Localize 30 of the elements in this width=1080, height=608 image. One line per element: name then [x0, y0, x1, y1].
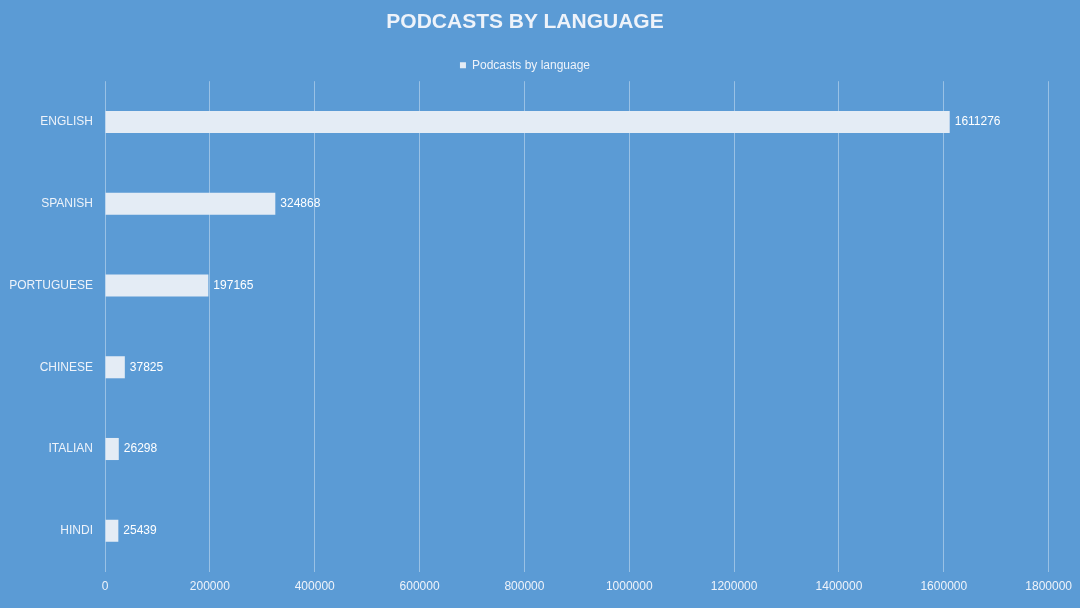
- bar: [105, 437, 119, 461]
- bar: [105, 274, 209, 297]
- data-label: 25439: [123, 523, 158, 538]
- data-label: 324868: [280, 196, 321, 211]
- x-tick-label: 600000: [399, 579, 440, 594]
- data-label: 37825: [129, 359, 164, 374]
- y-tick-label: HINDI: [60, 523, 93, 538]
- y-tick-label: ITALIAN: [48, 441, 93, 456]
- y-tick-label: PORTUGUESE: [9, 277, 93, 292]
- x-tick-label: 1600000: [920, 579, 968, 594]
- x-tick-label: 800000: [504, 579, 545, 594]
- x-tick-label: 200000: [189, 579, 231, 594]
- x-tick-label: 1400000: [815, 579, 863, 594]
- x-tick-label: 1000000: [605, 579, 653, 594]
- data-label: 26298: [123, 441, 158, 456]
- x-tick-label: 1200000: [710, 579, 758, 594]
- x-tick-label: 1800000: [1025, 579, 1073, 594]
- bar: [105, 192, 276, 215]
- x-tick-label: 0: [101, 579, 109, 594]
- y-tick-label: CHINESE: [39, 359, 93, 374]
- data-label: 1611276: [954, 114, 1001, 129]
- data-label: 197165: [213, 277, 254, 292]
- bar: [105, 519, 119, 542]
- y-tick-label: ENGLISH: [40, 114, 93, 129]
- x-tick-label: 400000: [294, 579, 336, 594]
- chart-title: PODCASTS BY LANGUAGE: [386, 9, 664, 33]
- y-tick-label: SPANISH: [41, 196, 93, 211]
- bar: [105, 356, 125, 379]
- bar: [105, 111, 950, 134]
- legend-label: Podcasts by language: [471, 57, 591, 72]
